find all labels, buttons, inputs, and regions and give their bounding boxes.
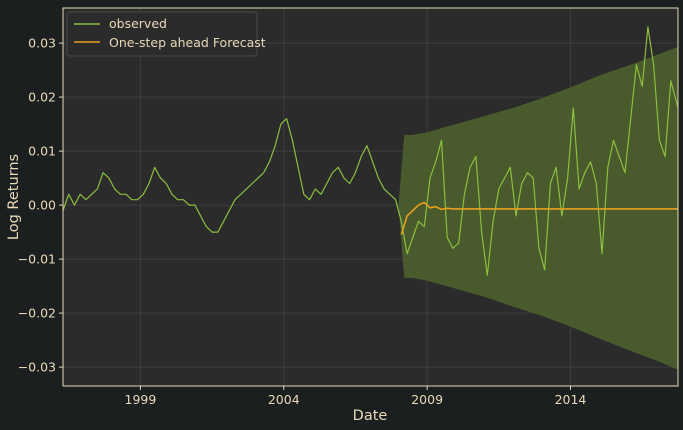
y-tick-label: −0.01 — [18, 252, 56, 267]
series-line-observed — [62, 26, 679, 276]
y-axis-title: Log Returns — [6, 154, 22, 240]
plot-frame — [62, 7, 679, 387]
y-axis-ticks: −0.03 −0.02 −0.01 0.00 0.01 0.02 0.03 — [18, 36, 63, 375]
x-tick-label: 2004 — [268, 392, 300, 407]
x-axis-ticks: 1999 2004 2009 2014 — [125, 386, 587, 407]
y-tick-label: 0.00 — [28, 198, 56, 213]
y-tick-label: 0.02 — [28, 90, 56, 105]
x-axis-title: Date — [353, 408, 388, 424]
legend-label-observed: observed — [109, 16, 167, 31]
x-tick-label: 1999 — [125, 392, 157, 407]
legend-box — [66, 11, 258, 57]
series-lines — [62, 26, 679, 276]
legend-label-forecast: One-step ahead Forecast — [109, 35, 266, 50]
x-tick-label: 2009 — [411, 392, 443, 407]
y-tick-label: −0.03 — [18, 360, 56, 375]
series-line-forecast — [400, 201, 678, 236]
x-tick-label: 2014 — [555, 392, 587, 407]
legend: observed One-step ahead Forecast — [66, 11, 266, 57]
y-tick-label: −0.02 — [18, 306, 56, 321]
y-tick-label: 0.01 — [28, 144, 56, 159]
y-tick-label: 0.03 — [28, 36, 56, 51]
